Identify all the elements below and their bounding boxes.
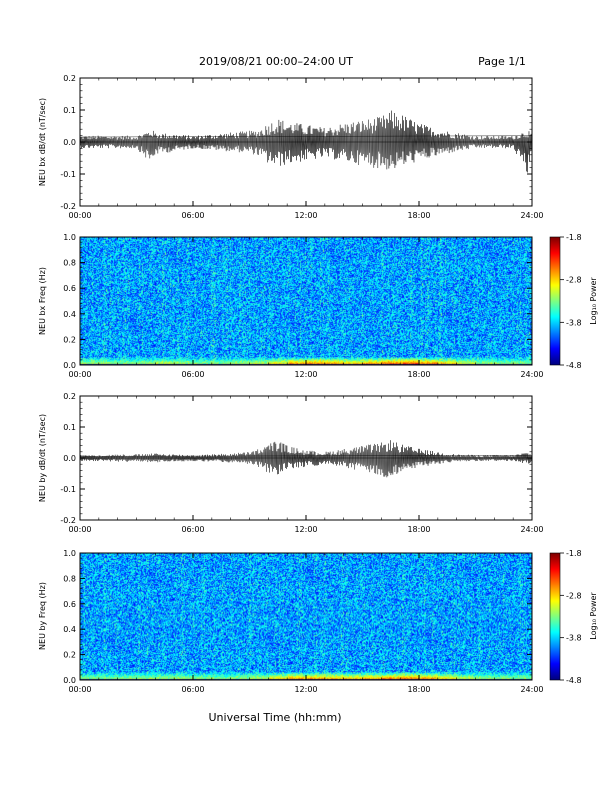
- y-tick-label: 0.8: [63, 574, 76, 583]
- by-freq-ylabel: NEU by Freq (Hz): [38, 582, 47, 650]
- y-tick-label: 0.6: [63, 284, 76, 293]
- bx-ylabel: NEU bx dB/dt (nT/sec): [38, 98, 47, 186]
- bx-colorbar: [550, 237, 560, 365]
- x-tick-label: 18:00: [407, 525, 430, 534]
- y-tick-label: 0.0: [63, 454, 76, 463]
- y-tick-label: 0.1: [63, 106, 76, 115]
- y-tick-label: -0.2: [60, 202, 76, 211]
- x-tick-label: 00:00: [68, 525, 91, 534]
- y-tick-label: 0.6: [63, 600, 76, 609]
- x-tick-label: 00:00: [68, 685, 91, 694]
- y-tick-label: -0.1: [60, 170, 76, 179]
- x-tick-label: 06:00: [181, 525, 204, 534]
- x-tick-label: 18:00: [407, 370, 430, 379]
- x-tick-label: 24:00: [520, 370, 543, 379]
- colorbar-tick-label: -2.8: [566, 591, 582, 600]
- bx-freq-ylabel: NEU bx Freq (Hz): [38, 267, 47, 335]
- x-tick-label: 12:00: [294, 370, 317, 379]
- colorbar-tick-label: -4.8: [566, 676, 582, 685]
- y-tick-label: -0.2: [60, 516, 76, 525]
- page-title: 2019/08/21 00:00–24:00 UT: [199, 55, 353, 68]
- x-tick-label: 24:00: [520, 525, 543, 534]
- by-y-ticks: 0.2 0.1 0.0 -0.1 -0.2: [60, 392, 532, 525]
- colorbar-tick-label: -4.8: [566, 361, 582, 370]
- x-tick-label: 18:00: [407, 685, 430, 694]
- x-tick-label: 00:00: [68, 211, 91, 220]
- x-tick-label: 00:00: [68, 370, 91, 379]
- x-tick-label: 06:00: [181, 685, 204, 694]
- y-tick-label: 0.0: [63, 138, 76, 147]
- y-tick-label: -0.1: [60, 485, 76, 494]
- y-tick-label: 0.2: [63, 392, 76, 401]
- y-tick-label: 0.0: [63, 361, 76, 370]
- by-colorbar-label: Log₁₀ Power: [589, 592, 598, 640]
- bx-dbdt-trace: [79, 110, 533, 173]
- y-tick-label: 0.4: [63, 310, 76, 319]
- x-tick-label: 12:00: [294, 525, 317, 534]
- y-tick-label: 0.0: [63, 676, 76, 685]
- colorbar-tick-label: -1.8: [566, 549, 582, 558]
- x-tick-label: 12:00: [294, 211, 317, 220]
- colorbar-tick-label: -1.8: [566, 233, 582, 242]
- bx-spec-x-ticks: 00:00 06:00 12:00 18:00 24:00: [68, 237, 544, 379]
- by-x-ticks: 00:00 06:00 12:00 18:00 24:00: [68, 396, 544, 534]
- bx-freq-ticks: 1.0 0.8 0.6 0.4 0.2 0.0: [63, 233, 532, 370]
- by-ylabel: NEU by dB/dt (nT/sec): [38, 414, 47, 502]
- bx-colorbar-label: Log₁₀ Power: [589, 277, 598, 325]
- y-tick-label: 0.4: [63, 625, 76, 634]
- panel-bx-spectrogram: 1.0 0.8 0.6 0.4 0.2 0.0 00:00 06:00 12:00 18:00 2…: [38, 233, 598, 379]
- colorbar-tick-label: -3.8: [566, 634, 582, 643]
- bx-colorbar-ticks: -1.8 -2.8 -3.8 -4.8: [560, 233, 582, 370]
- colorbar-tick-label: -3.8: [566, 318, 582, 327]
- y-tick-label: 0.2: [63, 651, 76, 660]
- bx-colorbar-frame: [549, 236, 561, 366]
- by-dbdt-trace: [79, 440, 533, 478]
- x-tick-label: 24:00: [520, 211, 543, 220]
- y-tick-label: 0.8: [63, 259, 76, 268]
- by-colorbar-frame: [549, 552, 561, 681]
- page-number: Page 1/1: [478, 55, 526, 68]
- colorbar-tick-label: -2.8: [566, 276, 582, 285]
- x-tick-label: 18:00: [407, 211, 430, 220]
- by-freq-ticks: 1.0 0.8 0.6 0.4 0.2 0.0: [63, 549, 532, 685]
- x-axis-label: Universal Time (hh:mm): [209, 711, 342, 724]
- y-tick-label: 1.0: [63, 549, 76, 558]
- bx-x-ticks: 00:00 06:00 12:00 18:00 24:00: [68, 78, 544, 220]
- x-tick-label: 06:00: [181, 370, 204, 379]
- x-tick-label: 06:00: [181, 211, 204, 220]
- x-tick-label: 24:00: [520, 685, 543, 694]
- bx-y-ticks: 0.2 0.1 0.0 -0.1 -0.2: [60, 74, 532, 211]
- bx-spectrogram-image: [80, 237, 532, 365]
- panel-bx-timeseries: 0.2 0.1 0.0 -0.1 -0.2 00:00 06:00 12:00 18:00 24…: [38, 74, 544, 220]
- by-colorbar: [550, 553, 560, 680]
- y-tick-label: 0.2: [63, 335, 76, 344]
- y-tick-label: 0.2: [63, 74, 76, 83]
- y-tick-label: 1.0: [63, 233, 76, 242]
- by-spec-x-ticks: 00:00 06:00 12:00 18:00 24:00: [68, 553, 544, 694]
- by-spectrogram-image: [80, 553, 532, 680]
- y-tick-label: 0.1: [63, 423, 76, 432]
- x-tick-label: 12:00: [294, 685, 317, 694]
- panel-by-spectrogram: 1.0 0.8 0.6 0.4 0.2 0.0 00:00 06:00 12:00 18:00 2…: [38, 549, 598, 694]
- panel-by-timeseries: 0.2 0.1 0.0 -0.1 -0.2 00:00 06:00 12:00 18:00 24…: [38, 392, 544, 534]
- by-colorbar-ticks: -1.8 -2.8 -3.8 -4.8: [560, 549, 582, 685]
